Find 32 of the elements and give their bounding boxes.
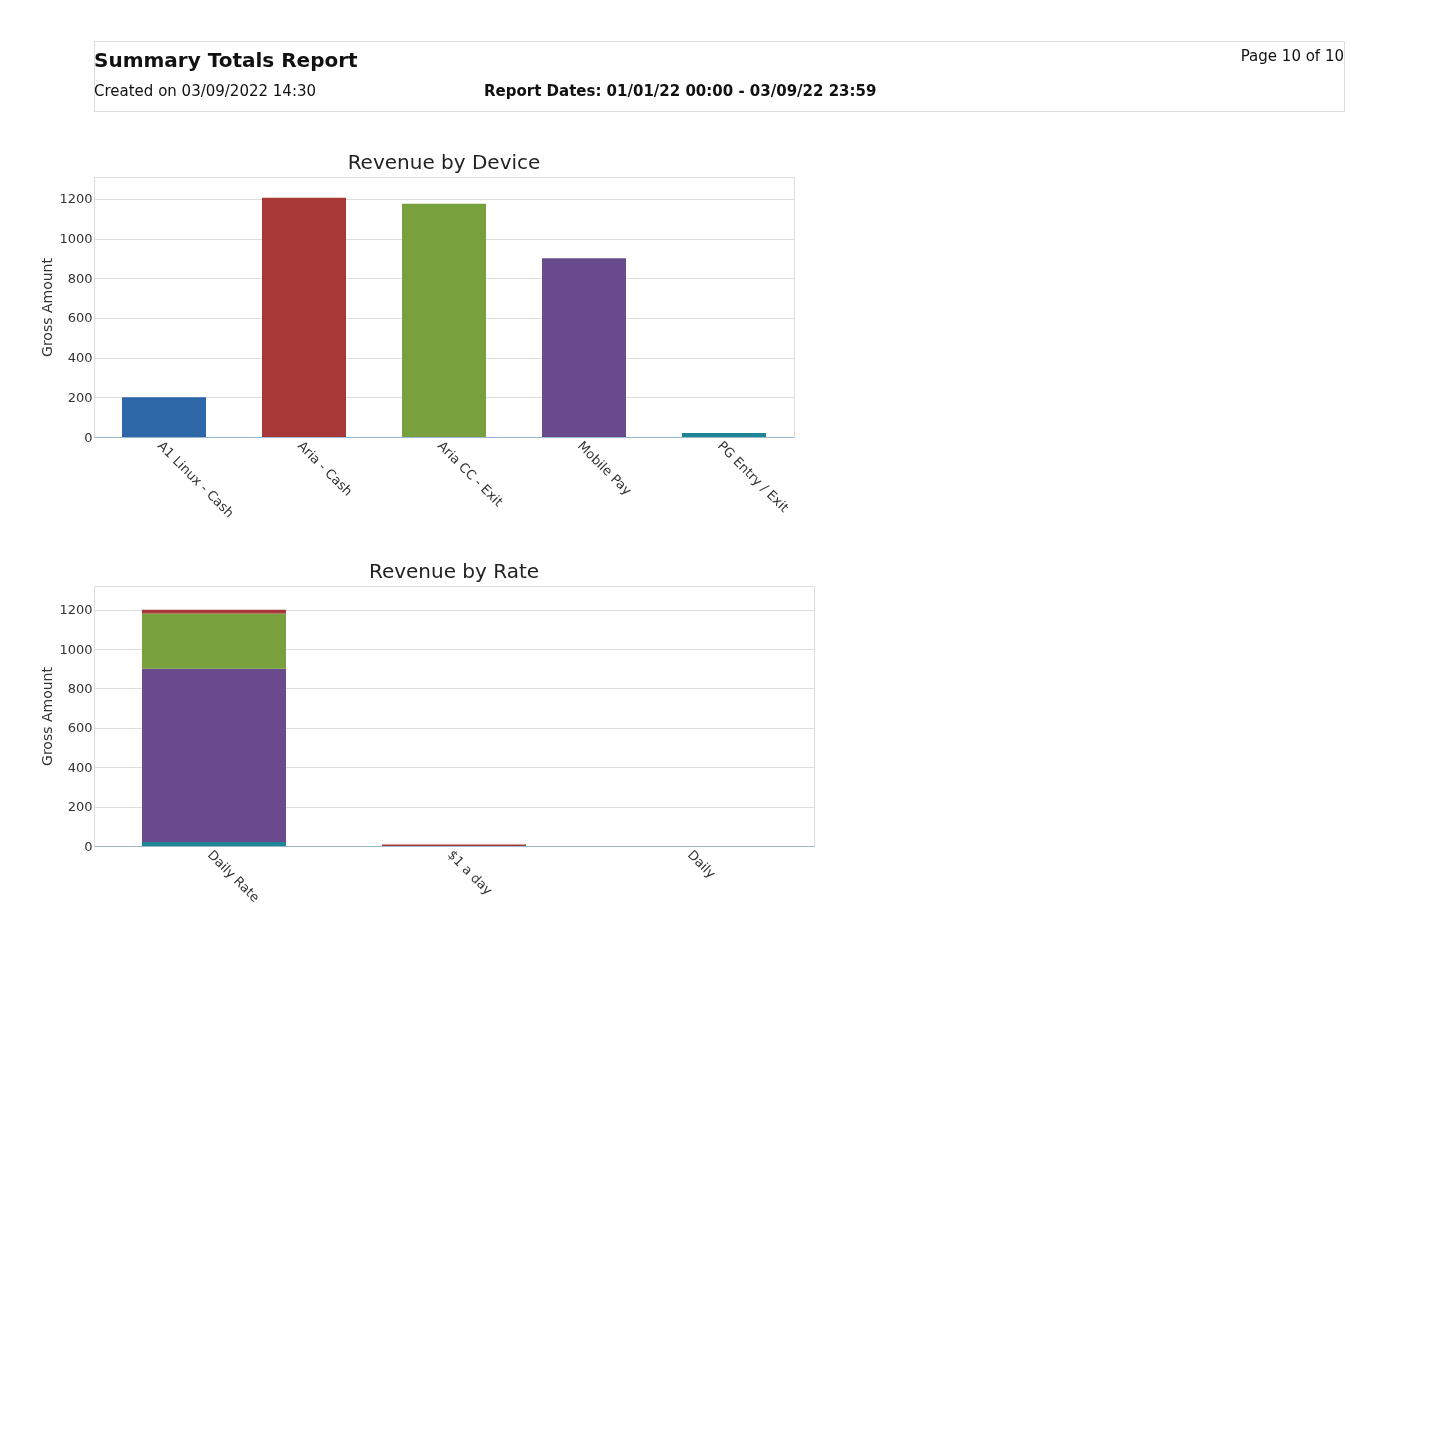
- bar: [262, 197, 346, 437]
- bar: [122, 397, 206, 437]
- bar: [142, 613, 286, 669]
- y-tick-label: 600: [67, 310, 93, 326]
- y-tick-label: 600: [67, 720, 93, 736]
- x-tick-label: $1 a day: [444, 847, 496, 898]
- y-tick-label: 800: [67, 680, 93, 696]
- y-tick-label: 200: [67, 799, 93, 815]
- bar: [142, 842, 286, 846]
- bar: [142, 609, 286, 614]
- y-axis-title: Gross Amount: [39, 666, 56, 766]
- bar: [542, 258, 626, 437]
- y-axis-title: Gross Amount: [39, 257, 56, 357]
- y-tick-label: 800: [67, 270, 93, 286]
- y-tick-label: 1200: [59, 191, 93, 207]
- text: Page 10 of 10: [1240, 47, 1344, 65]
- y-tick-label: 1200: [59, 602, 93, 618]
- text: Created on 03/09/2022 14:30: [94, 82, 317, 100]
- text: Summary Totals Report: [94, 48, 359, 72]
- bar: [142, 668, 286, 843]
- y-tick-label: 0: [84, 838, 93, 854]
- chart-title: Revenue by Device: [347, 150, 541, 174]
- y-tick-label: 200: [67, 389, 93, 405]
- text: Report Dates: 01/01/22 00:00 - 03/09/22 23:59: [484, 82, 877, 100]
- y-tick-label: 400: [67, 759, 93, 775]
- bar: [682, 433, 766, 437]
- y-tick-label: 1000: [59, 231, 93, 247]
- y-tick-label: 1000: [59, 641, 93, 657]
- y-tick-label: 0: [84, 429, 93, 445]
- chart-title: Revenue by Rate: [368, 559, 540, 583]
- bar: [402, 203, 486, 437]
- y-tick-label: 400: [67, 350, 93, 366]
